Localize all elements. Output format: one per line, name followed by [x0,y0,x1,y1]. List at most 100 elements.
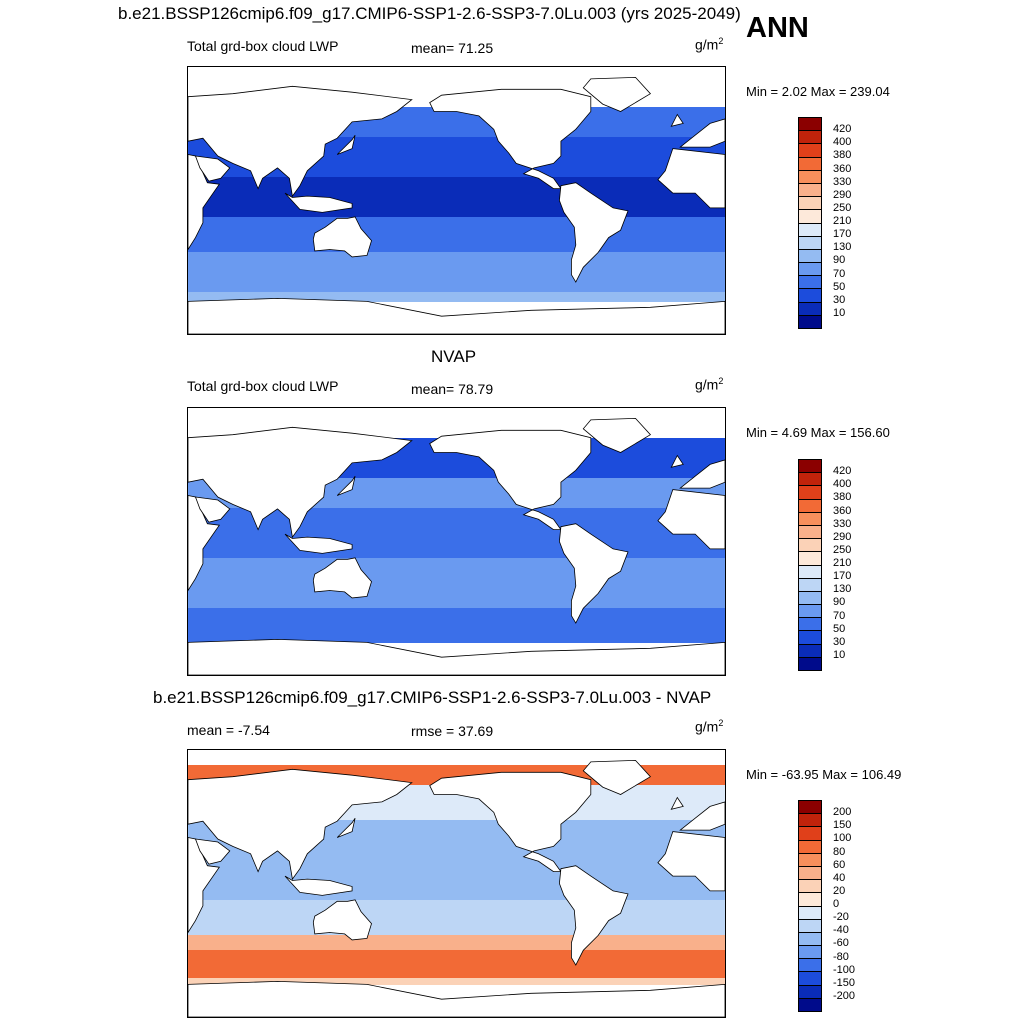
land-outline [679,118,725,148]
land-outline [284,533,353,554]
colorbar-swatch [799,315,821,328]
panel2-mean: mean= 78.79 [411,381,494,397]
panel3-rmse: rmse = 37.69 [411,723,494,739]
land-outline [312,899,372,941]
colorbar-swatch [799,919,821,933]
land-outline [582,417,652,453]
colorbar-tick-label: 100 [833,832,852,845]
land-outline [679,801,725,831]
colorbar-tick-label: 360 [833,162,852,175]
colorbar-tick-label: 20 [833,884,846,897]
colorbar-swatch [799,236,821,250]
colorbar-swatch [799,946,821,960]
map-band [188,608,725,643]
map-band [188,217,725,252]
colorbar-tick-label: -200 [833,989,856,1002]
colorbar-tick-label: 400 [833,478,852,491]
colorbar-swatch [799,906,821,920]
colorbar-swatch [799,552,821,566]
colorbar-swatch [799,631,821,645]
panel1-mean: mean= 71.25 [411,40,494,56]
colorbar-tick-label: 150 [833,819,852,832]
colorbar-swatch [799,827,821,841]
land-outline [336,475,356,496]
colorbar-tick-label: 70 [833,267,846,280]
land-outline [188,768,413,881]
colorbar-swatch [799,263,821,277]
colorbar-tick-label: 70 [833,609,846,622]
map-band [188,935,725,950]
land-outline [188,426,413,539]
panel2-minmax: Min = 4.69 Max = 156.60 [746,425,890,440]
colorbar-tick-label: 30 [833,635,846,648]
colorbar-tick-label: 380 [833,149,852,162]
colorbar-tick-label: 290 [833,188,852,201]
panel1-map-svg [188,67,725,334]
colorbar-swatch [799,801,821,815]
colorbar-tick-label: 360 [833,504,852,517]
panel3-map-svg [188,750,725,1017]
land-outline [558,182,629,283]
land-outline [429,771,592,872]
colorbar-tick-label: 170 [833,228,852,241]
colorbar-swatch [799,249,821,264]
land-outline [312,216,372,258]
colorbar-tick-label: -40 [833,924,849,937]
colorbar-swatch [799,539,821,553]
land-outline [194,838,231,865]
colorbar-swatch [799,853,821,867]
colorbar-tick-label: 330 [833,517,852,530]
colorbar-tick-label: 210 [833,557,852,569]
figure-title: b.e21.BSSP126cmip6.f09_g17.CMIP6-SSP1-2.… [118,4,741,23]
colorbar-tick-label: 60 [833,858,846,871]
map-band [188,252,725,292]
land-outline [188,980,725,1017]
panel2-title: NVAP [431,347,477,366]
land-outline [657,831,725,892]
colorbar-swatch [799,657,821,670]
colorbar-swatch [799,565,821,579]
colorbar-swatch [799,591,821,606]
colorbar-tick-label: 30 [833,293,846,306]
colorbar-swatch [799,618,821,632]
colorbar-swatch [799,985,821,999]
colorbar-tick-label: 10 [833,306,846,319]
colorbar-tick-label: 290 [833,530,852,543]
colorbar-swatch [799,959,821,973]
colorbar-tick-label: 40 [833,871,846,884]
colorbar-tick-label: 330 [833,175,852,188]
panel2-colorbar [798,459,822,671]
colorbar-swatch [799,893,821,907]
land-outline [312,557,372,599]
colorbar-swatch [799,157,821,171]
colorbar-tick-label: -100 [833,963,856,976]
season-label: ANN [746,12,809,44]
colorbar-swatch [799,578,821,592]
colorbar-tick-label: 250 [833,201,852,214]
land-outline [670,796,684,810]
colorbar-swatch [799,302,821,316]
panel3-title: b.e21.BSSP126cmip6.f09_g17.CMIP6-SSP1-2.… [153,688,712,707]
colorbar-tick-label: 130 [833,583,852,596]
colorbar-tick-label: 90 [833,254,846,267]
colorbar-swatch [799,932,821,947]
colorbar-swatch [799,486,821,500]
colorbar-swatch [799,223,821,237]
panel3-map [187,749,726,1018]
map-band [188,177,725,217]
land-outline [429,429,592,530]
colorbar-tick-label: 0 [833,898,840,910]
colorbar-swatch [799,512,821,526]
panel1-minmax: Min = 2.02 Max = 239.04 [746,84,890,99]
colorbar-swatch [799,118,821,132]
panel1-units: g/m2 [695,36,724,53]
panel2-units: g/m2 [695,376,724,393]
colorbar-tick-label: 80 [833,845,846,858]
colorbar-swatch [799,840,821,854]
colorbar-swatch [799,972,821,986]
land-outline [657,148,725,209]
land-outline [188,297,725,334]
map-band [188,508,725,558]
colorbar-tick-label: 400 [833,136,852,149]
land-outline [558,865,629,966]
